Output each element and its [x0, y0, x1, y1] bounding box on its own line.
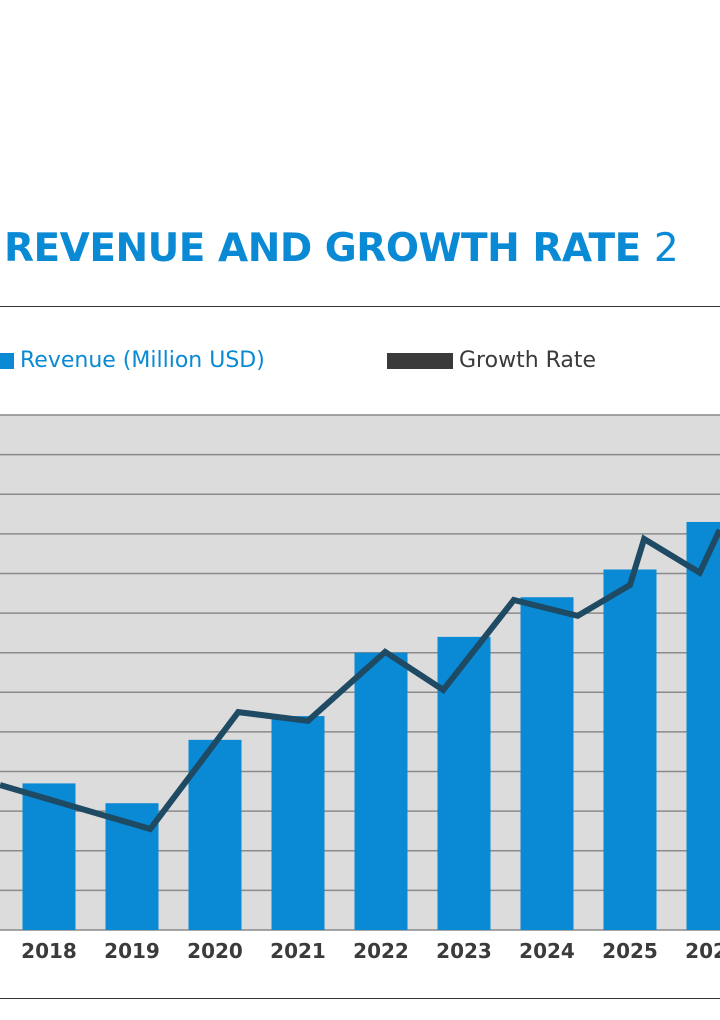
bar-2026 — [686, 521, 720, 930]
title-main: REVENUE AND GROWTH RATE — [4, 226, 641, 271]
x-tick-2025: 2025 — [602, 939, 658, 963]
bottom-divider — [0, 998, 720, 999]
legend-label-growth: Growth Rate — [459, 348, 597, 373]
chart-title: REVENUE AND GROWTH RATE 2 — [4, 226, 679, 271]
bar-2024 — [520, 597, 574, 930]
legend-revenue: Revenue (Million USD) — [0, 348, 265, 373]
x-tick-2019: 2019 — [104, 939, 160, 963]
x-tick-2022: 2022 — [353, 939, 409, 963]
bar-2022 — [354, 652, 408, 930]
bar-2018 — [22, 783, 76, 930]
title-year: 2 — [653, 226, 679, 271]
bar-2021 — [271, 716, 325, 930]
x-tick-2020: 2020 — [187, 939, 243, 963]
x-tick-2021: 2021 — [270, 939, 326, 963]
legend-swatch-revenue — [0, 352, 14, 369]
bar-2020 — [188, 739, 242, 930]
growth-rate-line — [0, 528, 720, 833]
legend-label-revenue: Revenue (Million USD) — [20, 348, 265, 373]
x-tick-2026: 2026 — [685, 939, 720, 963]
bar-2025 — [603, 569, 657, 930]
bar-2023 — [437, 636, 491, 930]
legend-swatch-growth — [387, 352, 453, 369]
x-tick-2024: 2024 — [519, 939, 575, 963]
x-tick-2018: 2018 — [21, 939, 77, 963]
x-tick-2023: 2023 — [436, 939, 492, 963]
legend-growth: Growth Rate — [387, 348, 596, 373]
top-divider — [0, 306, 720, 307]
